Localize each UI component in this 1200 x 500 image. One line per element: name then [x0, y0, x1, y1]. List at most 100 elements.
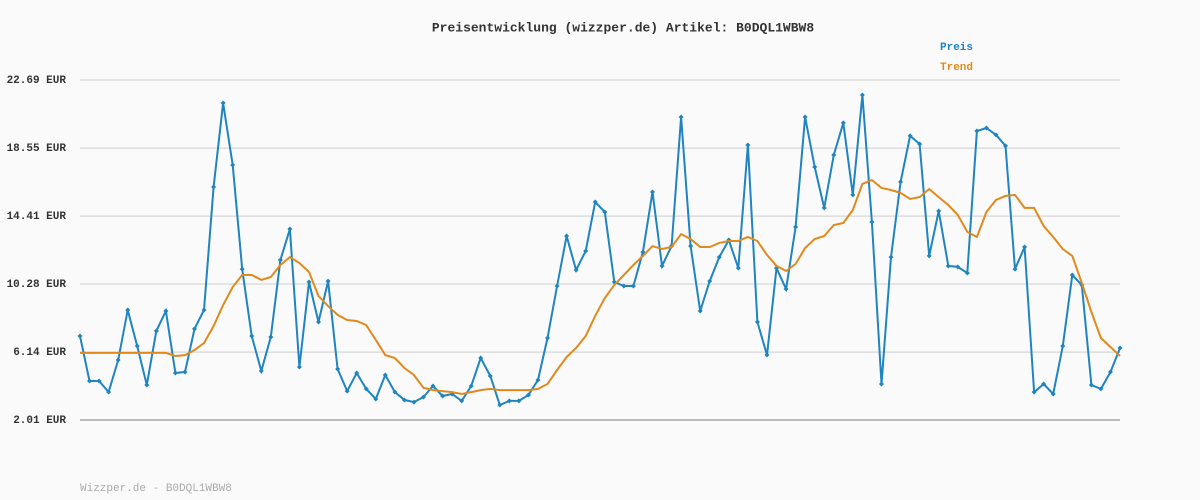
point-marker — [211, 184, 217, 190]
point-marker — [697, 308, 703, 314]
point-marker — [869, 219, 875, 225]
point-marker — [401, 397, 407, 403]
point-marker — [602, 209, 608, 215]
point-marker — [239, 266, 245, 272]
point-marker — [287, 226, 293, 232]
point-marker — [306, 279, 312, 285]
point-marker — [230, 162, 236, 168]
point-marker — [649, 189, 655, 195]
point-marker — [1031, 389, 1037, 395]
point-marker — [688, 243, 694, 249]
point-marker — [802, 114, 808, 120]
point-marker — [831, 152, 837, 158]
point-marker — [621, 283, 627, 289]
series-line — [80, 178, 1121, 396]
point-marker — [1022, 244, 1028, 250]
point-marker — [373, 396, 379, 402]
point-marker — [907, 133, 913, 139]
point-marker — [258, 368, 264, 374]
point-marker — [840, 120, 846, 126]
point-marker — [144, 382, 150, 388]
point-marker — [859, 92, 865, 98]
point-marker — [497, 402, 503, 408]
point-marker — [392, 389, 398, 395]
point-marker — [1003, 143, 1009, 149]
series-line — [79, 94, 1121, 407]
point-marker — [1050, 391, 1056, 397]
point-marker — [430, 383, 436, 389]
legend-label: Preis — [940, 42, 973, 54]
footer: Wizzper.de - B0DQL1WBW8 — [80, 483, 232, 495]
point-marker — [1041, 381, 1047, 387]
point-marker — [249, 333, 255, 339]
point-marker — [545, 335, 551, 341]
point-marker — [564, 233, 570, 239]
point-marker — [335, 366, 341, 372]
point-marker — [878, 381, 884, 387]
point-marker — [344, 388, 350, 394]
point-marker — [1088, 382, 1094, 388]
point-marker — [220, 100, 226, 106]
point-marker — [468, 383, 474, 389]
point-marker — [917, 141, 923, 147]
point-marker — [106, 389, 112, 395]
point-marker — [1098, 386, 1104, 392]
point-marker — [440, 393, 446, 399]
point-marker — [96, 378, 102, 384]
point-marker — [325, 278, 331, 284]
point-marker — [478, 355, 484, 361]
y-tick-label: 10.28 EUR — [7, 279, 67, 291]
point-marker — [134, 343, 140, 349]
point-marker — [1060, 343, 1066, 349]
point-marker — [678, 114, 684, 120]
point-marker — [659, 263, 665, 269]
point-marker — [296, 364, 302, 370]
point-marker — [115, 357, 121, 363]
point-marker — [411, 399, 417, 405]
point-marker — [163, 308, 169, 314]
point-marker — [707, 278, 713, 284]
point-marker — [945, 263, 951, 269]
point-marker — [745, 142, 751, 148]
point-marker — [964, 270, 970, 276]
point-marker — [354, 370, 360, 376]
point-marker — [983, 125, 989, 131]
point-marker — [153, 328, 159, 334]
point-marker — [535, 377, 541, 383]
point-marker — [191, 326, 197, 332]
point-marker — [955, 264, 961, 270]
point-marker — [1069, 272, 1075, 278]
point-marker — [268, 334, 274, 340]
point-marker — [898, 179, 904, 185]
point-marker — [382, 372, 388, 378]
point-marker — [783, 286, 789, 292]
point-marker — [812, 164, 818, 170]
y-tick-label: 18.55 EUR — [7, 143, 67, 155]
point-marker — [125, 307, 131, 313]
point-marker — [764, 352, 770, 358]
point-marker — [201, 307, 207, 313]
point-marker — [793, 224, 799, 230]
point-marker — [420, 394, 426, 400]
point-marker — [1117, 345, 1123, 351]
point-marker — [592, 199, 598, 205]
point-marker — [459, 398, 465, 404]
chart-title: Preisentwicklung (wizzper.de) Artikel: B… — [432, 20, 814, 35]
point-marker — [77, 333, 83, 339]
point-marker — [821, 205, 827, 211]
point-marker — [1012, 266, 1018, 272]
point-marker — [888, 254, 894, 260]
point-marker — [993, 132, 999, 138]
point-marker — [316, 319, 322, 325]
legend-label: Trend — [940, 62, 973, 74]
point-marker — [850, 192, 856, 198]
point-marker — [926, 253, 932, 259]
point-marker — [516, 398, 522, 404]
point-marker — [573, 267, 579, 273]
point-marker — [525, 392, 531, 398]
point-marker — [735, 265, 741, 271]
point-marker — [583, 248, 589, 254]
